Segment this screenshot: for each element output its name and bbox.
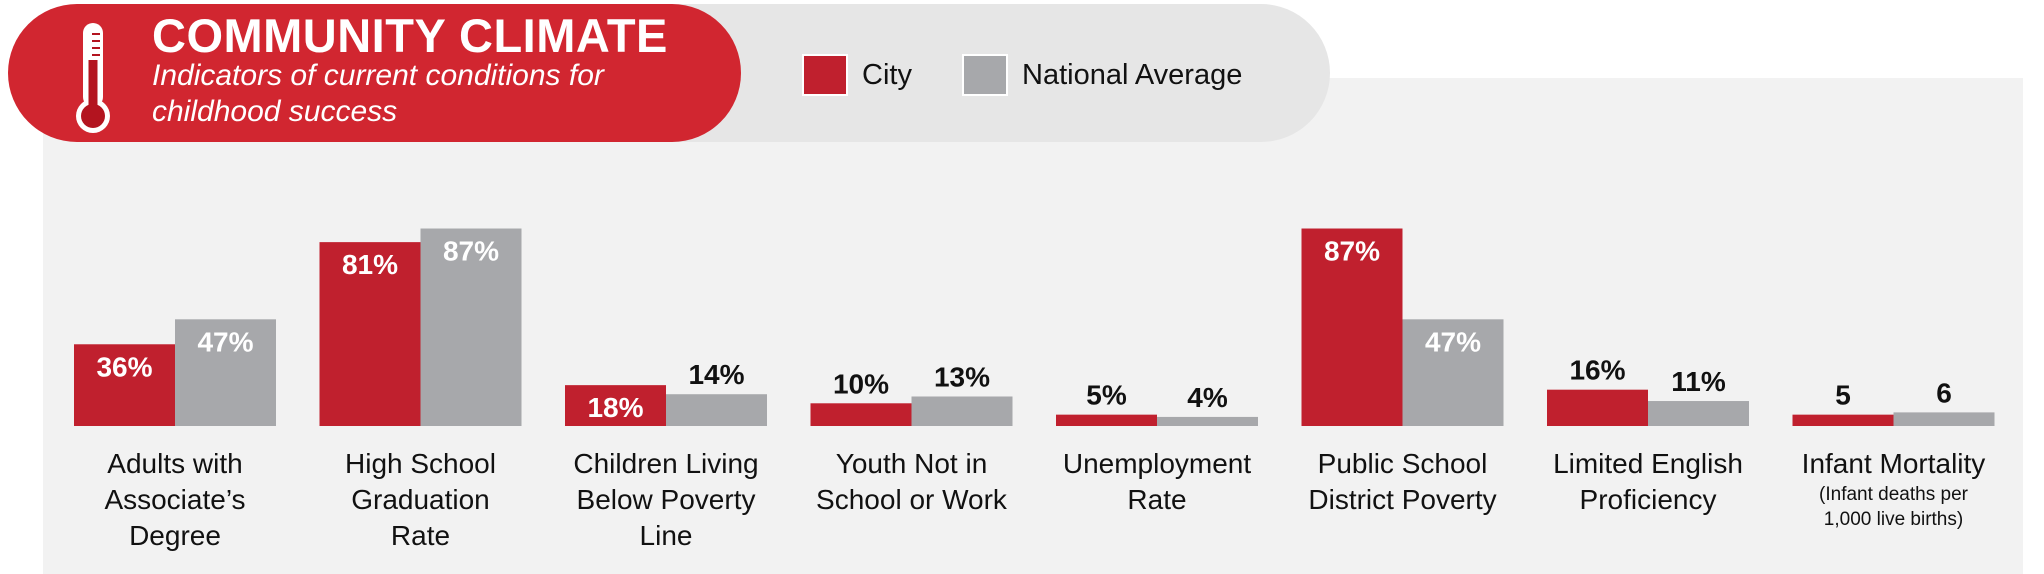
- category-label: High School: [345, 448, 496, 479]
- legend-label-national: National Average: [1022, 58, 1243, 91]
- bar-value-label: 6: [1936, 377, 1952, 408]
- bar-city: [1792, 414, 1894, 426]
- category-label: Graduation: [351, 484, 490, 515]
- category-label: Line: [640, 520, 693, 551]
- title-banner: [8, 4, 741, 142]
- category-label: Proficiency: [1580, 484, 1717, 515]
- bar-value-label: 10%: [833, 368, 889, 399]
- bar-national: [175, 319, 276, 426]
- category-label: Infant Mortality: [1802, 448, 1986, 479]
- bar-value-label: 81%: [342, 249, 398, 280]
- bar-city: [1056, 414, 1157, 426]
- bar-value-label: 11%: [1671, 366, 1726, 397]
- thermometer-icon: [76, 23, 110, 133]
- bar-national: [1402, 319, 1504, 426]
- category-label: Unemployment: [1063, 448, 1252, 479]
- legend-item-national: National Average: [962, 54, 1242, 96]
- category-label: District Poverty: [1308, 484, 1496, 515]
- bar-value-label: 47%: [197, 326, 253, 357]
- legend-label-city: City: [862, 58, 912, 91]
- category-label: Limited English: [1553, 448, 1743, 479]
- bar-national: [666, 394, 767, 426]
- bar-national: [420, 228, 522, 426]
- page-subtitle: Indicators of current conditions for chi…: [152, 59, 604, 128]
- bar-city: [319, 242, 421, 426]
- bar-value-label: 87%: [1324, 236, 1380, 267]
- category-label: Children Living: [573, 448, 758, 479]
- bar-value-label: 5%: [1086, 380, 1127, 411]
- bar-city: [1547, 389, 1648, 426]
- category-label: Rate: [391, 520, 450, 551]
- page-title: COMMUNITY CLIMATE: [152, 9, 668, 62]
- bar-value-label: 5: [1835, 380, 1851, 411]
- bar-value-label: 13%: [934, 361, 990, 392]
- category-label: Rate: [1127, 484, 1186, 515]
- bar-city: [810, 403, 912, 426]
- category-sublabel: 1,000 live births): [1824, 509, 1963, 530]
- bar-value-label: 36%: [96, 351, 152, 382]
- category-label: Associate’s: [104, 484, 245, 515]
- bar-national: [1157, 416, 1258, 426]
- bar-value-label: 18%: [587, 392, 643, 423]
- category-label: School or Work: [816, 484, 1008, 515]
- bar-city: [565, 385, 666, 426]
- bar-value-label: 14%: [688, 359, 744, 390]
- bar-national: [911, 396, 1013, 426]
- bar-value-label: 87%: [443, 236, 499, 267]
- bar-national: [1648, 401, 1749, 426]
- legend-item-city: City: [802, 54, 912, 96]
- category-label: Public School: [1318, 448, 1488, 479]
- bar-city: [74, 344, 175, 426]
- category-sublabel: (Infant deaths per: [1819, 484, 1969, 505]
- category-label: Degree: [129, 520, 221, 551]
- legend-swatch-city: [802, 54, 848, 96]
- bar-city: [1301, 228, 1403, 426]
- category-label: Youth Not in: [836, 448, 988, 479]
- bar-value-label: 16%: [1569, 355, 1625, 386]
- category-label: Adults with: [107, 448, 242, 479]
- bar-value-label: 47%: [1425, 326, 1481, 357]
- bar-national: [1893, 412, 1995, 426]
- bar-value-label: 4%: [1187, 382, 1228, 413]
- legend-swatch-national: [962, 54, 1008, 96]
- category-label: Below Poverty: [577, 484, 756, 515]
